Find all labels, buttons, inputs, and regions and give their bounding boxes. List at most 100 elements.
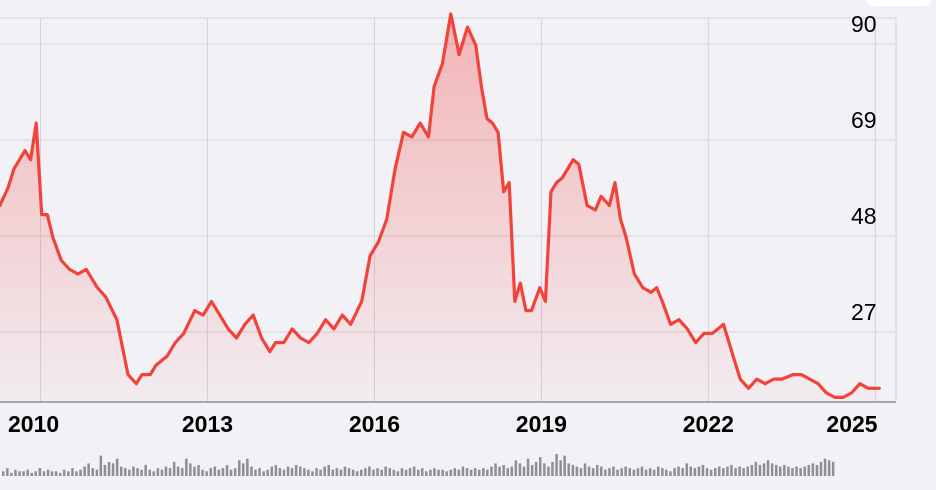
volume-bar bbox=[750, 465, 754, 476]
volume-bar bbox=[404, 469, 408, 476]
volume-bar bbox=[262, 471, 265, 476]
volume-bar bbox=[469, 469, 473, 476]
volume-bar bbox=[437, 469, 440, 476]
volume-bar bbox=[624, 466, 627, 476]
volume-bar bbox=[408, 468, 412, 476]
volume-bar bbox=[494, 463, 497, 476]
volume-bar bbox=[115, 458, 119, 476]
volume-bar bbox=[823, 458, 827, 476]
volume-bar bbox=[449, 469, 452, 476]
volume-bar bbox=[522, 466, 526, 476]
volume-bar bbox=[445, 471, 448, 476]
volume-bar bbox=[571, 465, 575, 476]
volume-bar bbox=[608, 468, 611, 476]
volume-bar bbox=[718, 466, 721, 476]
top-right-control[interactable] bbox=[866, 0, 932, 6]
volume-bar bbox=[364, 468, 367, 476]
volume-bar bbox=[392, 469, 396, 476]
volume-bar bbox=[791, 468, 794, 476]
volume-bar bbox=[323, 466, 326, 476]
volume-bar bbox=[75, 471, 78, 476]
x-tick-label-2013: 2013 bbox=[182, 411, 233, 437]
volume-bar bbox=[290, 468, 294, 476]
volume-bar bbox=[417, 469, 420, 476]
volume-bar bbox=[811, 463, 815, 476]
volume-bar bbox=[502, 465, 505, 476]
volume-bar bbox=[189, 463, 192, 476]
volume-bar bbox=[30, 472, 33, 476]
volume-bar bbox=[136, 468, 139, 476]
volume-bar bbox=[18, 471, 21, 476]
volume-bar bbox=[132, 466, 135, 476]
volume-bar bbox=[6, 468, 9, 476]
volume-bar bbox=[726, 466, 729, 476]
volume-bar bbox=[604, 469, 607, 476]
volume-bar bbox=[355, 471, 359, 476]
volume-bar bbox=[575, 466, 579, 476]
volume-bar bbox=[526, 458, 530, 476]
volume-bar bbox=[278, 468, 282, 476]
volume-bar bbox=[22, 471, 25, 476]
x-tick-label-2010: 2010 bbox=[8, 411, 59, 437]
volume-bar bbox=[795, 466, 798, 476]
volume-bar bbox=[555, 454, 558, 476]
volume-bar bbox=[640, 466, 644, 476]
volume-bar bbox=[111, 463, 115, 476]
volume-bar bbox=[351, 469, 355, 476]
volume-bar bbox=[799, 468, 802, 476]
volume-bar bbox=[46, 469, 50, 476]
volume-bar bbox=[681, 468, 684, 476]
volume-bar bbox=[779, 466, 782, 476]
volume-bar bbox=[579, 468, 583, 476]
x-tick-label-2016: 2016 bbox=[349, 411, 400, 437]
y-tick-label-27: 27 bbox=[851, 299, 877, 325]
volume-bar bbox=[697, 466, 701, 476]
volume-bar bbox=[758, 465, 762, 476]
volume-bar bbox=[2, 471, 5, 476]
volume-bar bbox=[591, 468, 595, 476]
volume-bar bbox=[152, 471, 155, 476]
volume-bar bbox=[38, 468, 42, 476]
volume-bar bbox=[124, 468, 127, 476]
volume-bar bbox=[10, 472, 13, 476]
volume-bar bbox=[412, 466, 416, 476]
volume-bar bbox=[754, 461, 758, 476]
volume-bar bbox=[498, 466, 501, 476]
volume-bar bbox=[299, 466, 302, 476]
volume-bar bbox=[746, 466, 749, 476]
volume-bar bbox=[50, 471, 54, 476]
volume-bar bbox=[59, 472, 62, 476]
volume-bar bbox=[221, 468, 225, 476]
volume-bar bbox=[229, 469, 233, 476]
volume-bar bbox=[294, 465, 298, 476]
volume-bar bbox=[709, 469, 713, 476]
volume-bar bbox=[327, 465, 330, 476]
volume-bar bbox=[775, 465, 778, 476]
volume-bar bbox=[486, 469, 489, 476]
volume-bar bbox=[303, 468, 306, 476]
volume-bar bbox=[209, 468, 212, 476]
volume-bar bbox=[79, 469, 82, 476]
volume-bar bbox=[311, 471, 314, 476]
volume-bar bbox=[176, 466, 180, 476]
volume-bar bbox=[380, 469, 383, 476]
volume-bar bbox=[172, 461, 176, 476]
volume-bar bbox=[128, 469, 131, 476]
volume-bar bbox=[441, 469, 444, 476]
x-tick-label-2025: 2025 bbox=[826, 411, 877, 437]
volume-bar bbox=[742, 468, 745, 476]
volume-bar bbox=[343, 466, 347, 476]
volume-bar bbox=[547, 466, 550, 476]
volume-bar bbox=[217, 469, 221, 476]
volume-bar bbox=[54, 471, 58, 476]
volume-bar bbox=[270, 466, 273, 476]
volume-bar bbox=[465, 468, 469, 476]
volume-bar bbox=[282, 469, 286, 476]
volume-bar bbox=[315, 468, 318, 476]
volume-bar bbox=[360, 469, 363, 476]
volume-bar bbox=[34, 471, 37, 476]
volume-bar bbox=[762, 463, 766, 476]
volume-bar bbox=[319, 469, 322, 476]
volume-bar bbox=[63, 469, 66, 476]
